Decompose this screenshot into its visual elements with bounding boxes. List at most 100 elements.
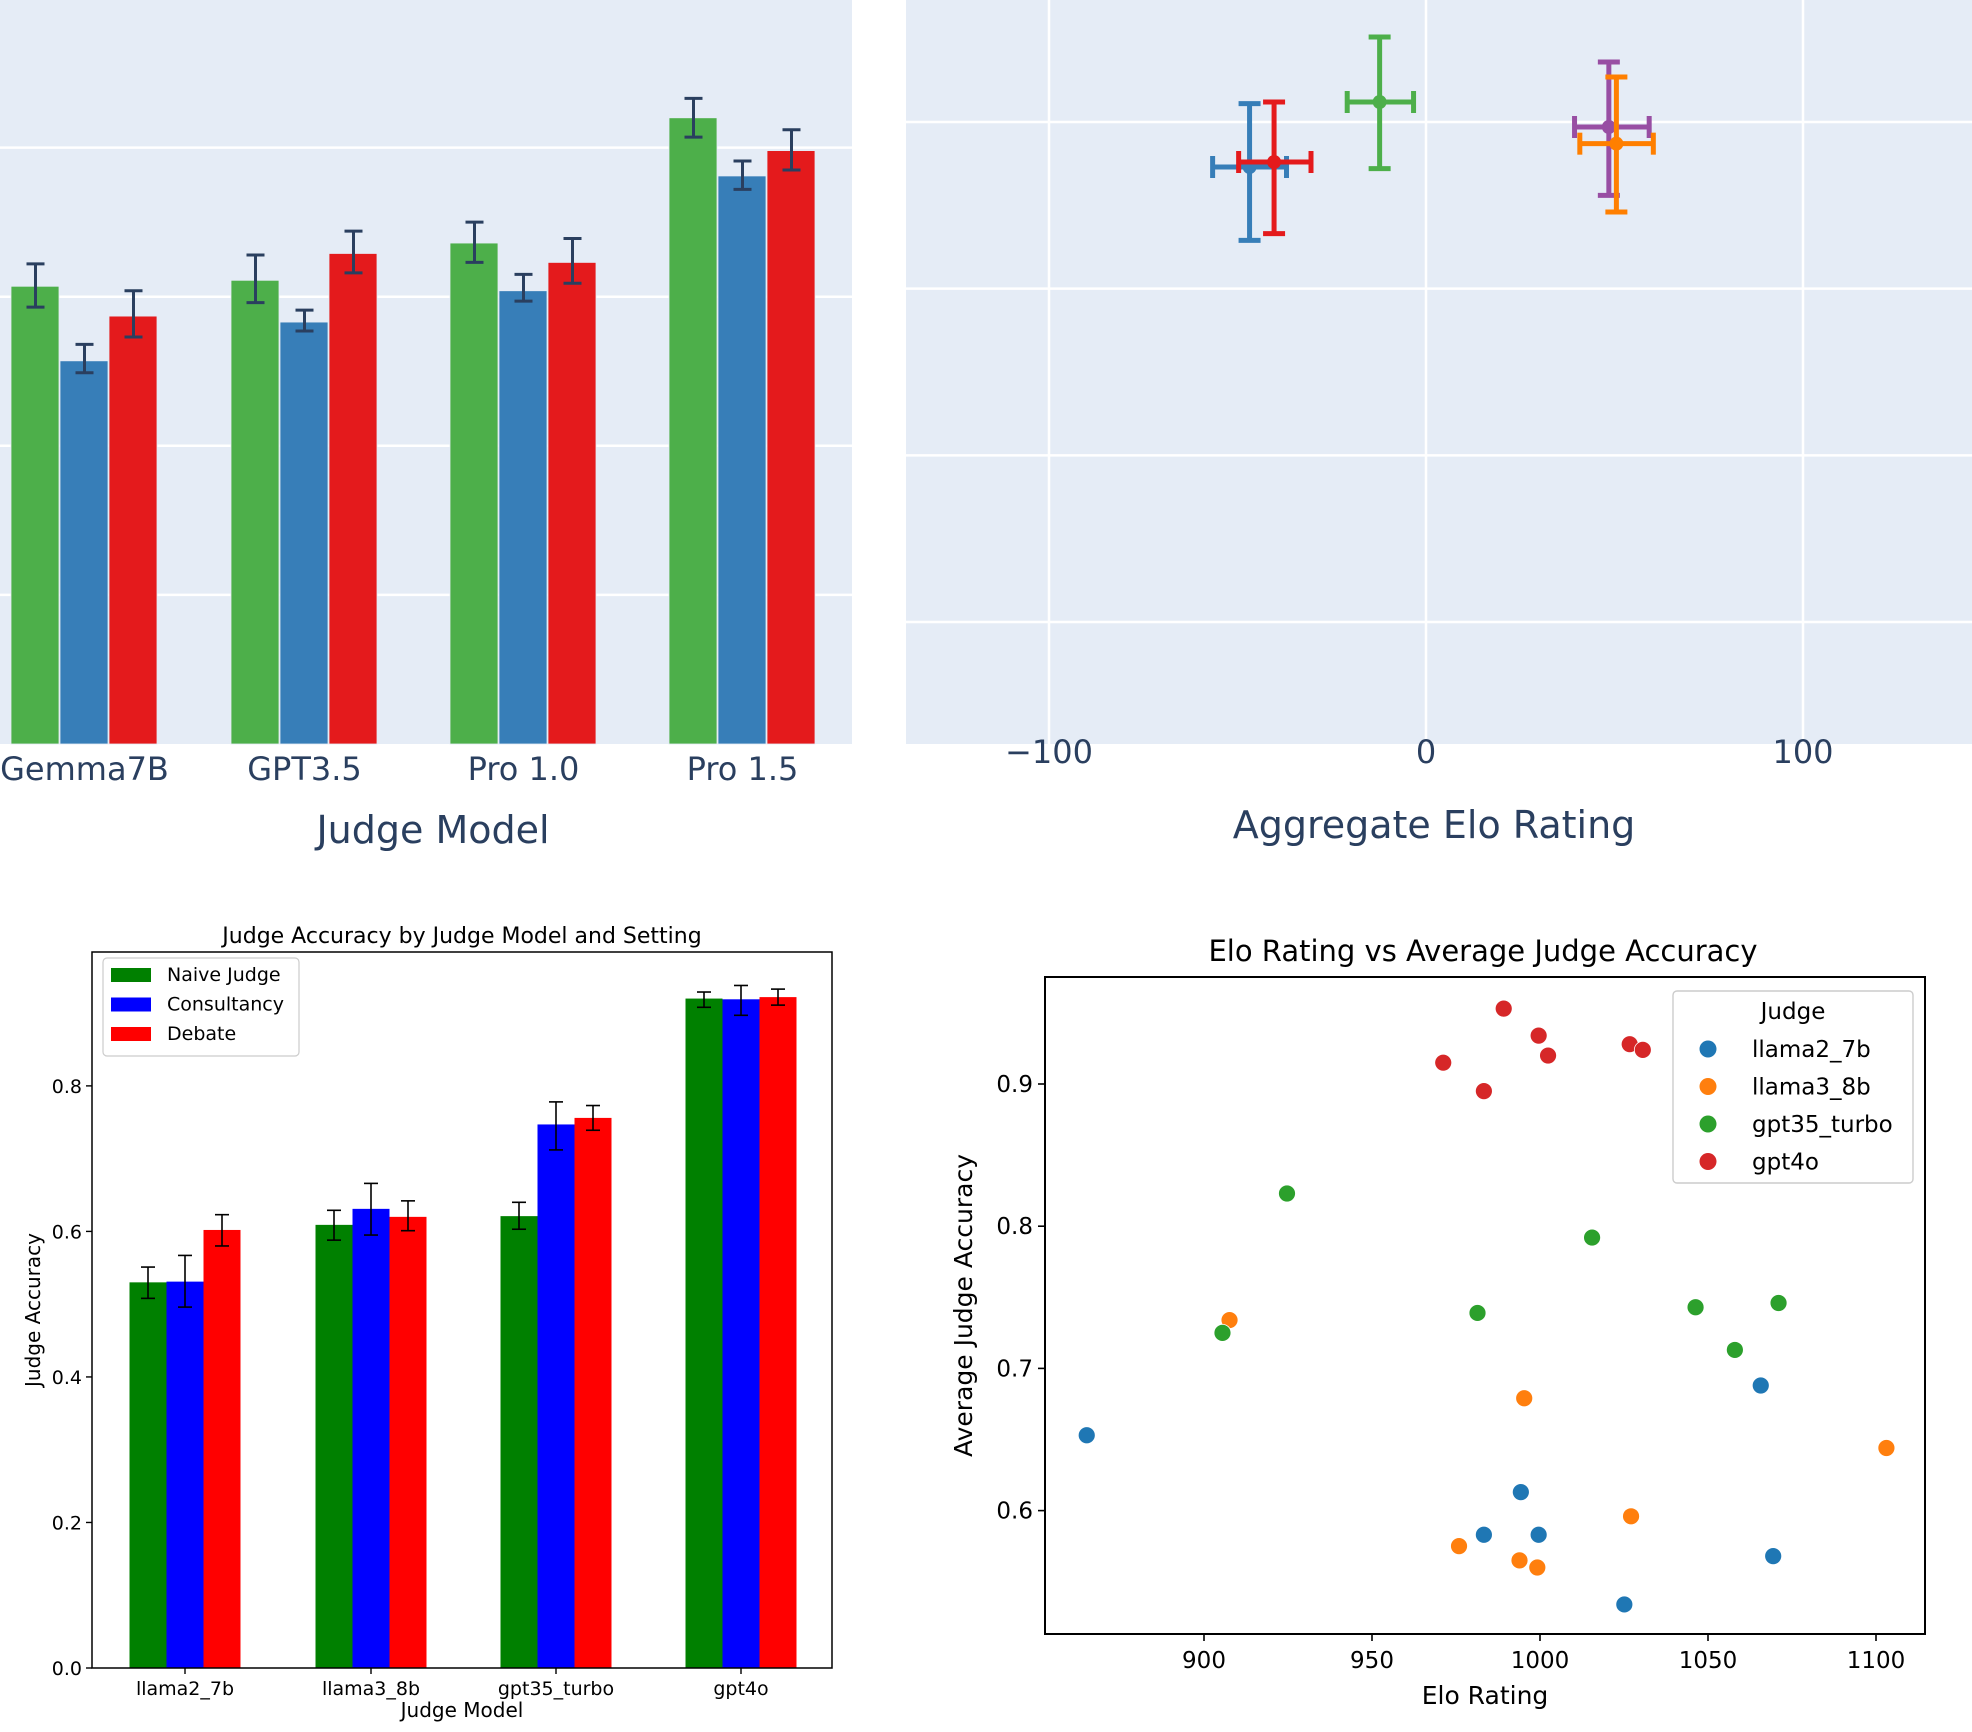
chart-judge-model-bars-plotly: Gemma7B GPT3.5 Pro 1.0 Pro 1.5 Judge Model [0,0,852,852]
x-axis-label: Elo Rating [1422,1681,1549,1710]
point-llama3_8b [1515,1389,1534,1408]
bar-Pro 1.0-green [449,242,499,745]
bar-gpt35_turbo-naive-judge [500,1216,538,1668]
axes-frame [91,951,833,1669]
x-tick-label: llama2_7b [136,1678,234,1700]
bars [10,117,816,745]
error-bar [563,237,582,285]
legend-box [1672,990,1914,1184]
y-tick-label: 0.8 [52,1076,82,1098]
error-bars [141,984,785,1308]
point-gpt35_turbo [1686,1298,1705,1317]
legend-label: Debate [167,1023,236,1045]
bar-llama3_8b-debate [389,1216,427,1668]
x-tick-label: Pro 1.0 [468,750,580,788]
point-gpt35_turbo [1213,1323,1232,1342]
error-bar [124,289,143,339]
error-bar [782,128,801,172]
error-bar [246,253,265,305]
chart-title: Elo Rating vs Average Judge Accuracy [1208,934,1757,968]
legend-box [102,957,300,1057]
error-bar [586,1104,600,1132]
y-tick-label: 0.7 [996,1356,1033,1382]
error-bar [697,991,711,1009]
legend-swatch-naive-judge [111,968,151,982]
error-bar [401,1200,415,1232]
point-llama2_7b [1764,1547,1783,1566]
x-tick-label: gpt4o [713,1678,768,1700]
bar-Gemma7B-blue [59,360,109,745]
point-llama3_8b [1877,1439,1896,1457]
bar-gpt4o-debate [759,997,797,1668]
cross-green [1344,34,1417,172]
point-llama2_7b [1751,1376,1770,1395]
chart-elo-vs-accuracy-scatter: Elo Rating vs Average Judge Accuracy 0.6… [949,934,1926,1710]
legend: Naive Judge Consultancy Debate [102,957,300,1057]
series-gpt4o [1434,999,1652,1101]
point-purple [1601,120,1616,134]
bars [129,997,797,1668]
point-llama2_7b [1511,1483,1530,1502]
legend-label: gpt4o [1752,1150,1819,1176]
legend: Judge llama2_7b llama3_8b gpt35_turbo gpt4o [1672,990,1914,1184]
y-tick-label: 0.6 [52,1221,82,1243]
cross-purple [1572,59,1652,198]
axes-frame [1044,976,1926,1635]
y-tick-label: 0.2 [52,1512,82,1534]
chart-aggregate-elo-plotly: −100 0 100 Aggregate Elo Rating [906,0,1972,847]
x-tick-label: 0 [1416,733,1436,771]
x-tick-label: 100 [1772,733,1833,771]
bar-llama2_7b-naive-judge [129,1282,167,1668]
y-ticks: 0.0 0.2 0.4 0.6 0.8 [52,1076,92,1680]
legend-swatch-debate [111,1027,151,1041]
error-bar [26,262,45,309]
point-llama3_8b [1510,1551,1529,1570]
legend-swatch-consultancy [111,997,151,1012]
bar-gpt4o-naive-judge [685,998,723,1668]
point-llama3_8b [1528,1558,1547,1577]
point-llama2_7b [1615,1595,1634,1614]
bar-GPT3.5-blue [279,321,329,745]
y-tick-label: 0.4 [52,1367,82,1389]
point-llama3_8b [1622,1507,1640,1526]
x-tick-labels: Gemma7B GPT3.5 Pro 1.0 Pro 1.5 [0,750,798,788]
x-axis-label: Aggregate Elo Rating [1233,803,1636,847]
legend-label: gpt35_turbo [1752,1112,1893,1138]
series-llama3_8b [1220,1311,1896,1577]
gridlines [906,0,1972,744]
x-tick-label: 900 [1182,1648,1226,1674]
chart-title: Judge Accuracy by Judge Model and Settin… [220,924,701,949]
point-llama2_7b [1077,1426,1096,1445]
error-bar [512,1201,526,1231]
point-red [1267,155,1282,169]
error-bar [344,229,363,275]
error-bar [178,1254,192,1308]
point-orange [1609,136,1624,151]
x-tick-label: −100 [1005,733,1093,771]
x-tick-label: GPT3.5 [247,750,362,788]
y-tick-label: 0.6 [996,1499,1033,1525]
error-bars [26,96,801,375]
y-tick-label: 0.0 [52,1658,82,1680]
point-gpt4o [1633,1040,1652,1059]
error-bar [549,1101,563,1151]
series-llama2_7b [1077,1376,1783,1614]
point-green [1372,95,1387,109]
legend-label: llama3_8b [1752,1075,1871,1101]
point-gpt35_turbo [1725,1341,1744,1359]
error-bar [734,984,748,1017]
point-gpt4o [1434,1053,1453,1072]
legend-marker-gpt4o [1699,1153,1717,1170]
bar-llama2_7b-consultancy [166,1281,204,1668]
cross-orange [1577,74,1656,215]
legend-label: llama2_7b [1752,1037,1871,1063]
point-gpt4o [1529,1026,1548,1045]
cross-red [1236,99,1314,237]
bar-GPT3.5-red [328,253,378,745]
bar-Pro 1.5-green [668,117,718,745]
plot-background [906,0,1972,744]
error-bar [295,308,314,333]
point-llama3_8b [1450,1537,1468,1556]
legend-marker-gpt35_turbo [1699,1115,1717,1133]
